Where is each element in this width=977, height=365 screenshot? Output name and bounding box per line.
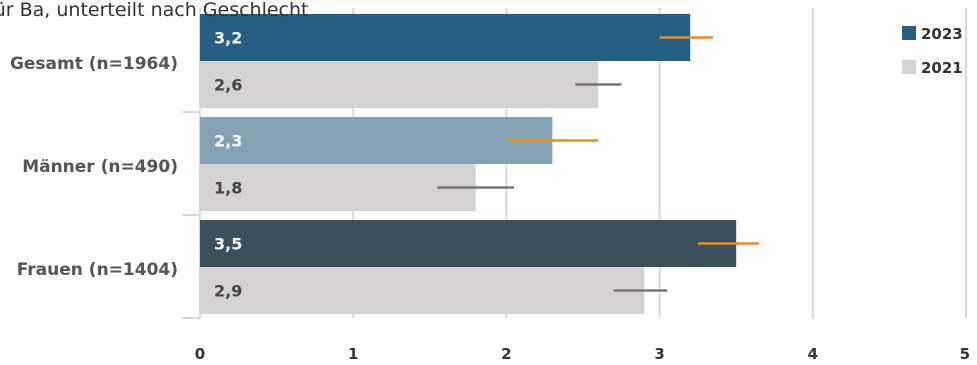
x-tick-label: 2 — [501, 345, 511, 363]
legend-label: 2023 — [921, 25, 963, 43]
bar-value-label: 1,8 — [214, 179, 242, 198]
x-tick-label: 0 — [195, 345, 205, 363]
category-labels: Gesamt (n=1964) Männer (n=490) Frauen (n=1… — [10, 54, 178, 280]
bar — [200, 220, 737, 267]
x-tick-label: 3 — [654, 345, 664, 363]
category-label: Gesamt (n=1964) — [10, 54, 178, 74]
legend-swatch — [902, 60, 916, 74]
x-tick-label: 1 — [348, 345, 358, 363]
bar — [200, 61, 599, 108]
bar — [200, 164, 476, 211]
x-tick-label: 5 — [960, 345, 970, 363]
bar-value-label: 3,5 — [214, 235, 242, 254]
legend-swatch — [902, 26, 916, 40]
category-label: Männer (n=490) — [22, 157, 178, 177]
x-tick-label: 4 — [808, 345, 818, 363]
bars: 3,2 2,6 2,3 1,8 3,5 2,9 — [200, 14, 737, 314]
legend: 2023 2021 — [902, 25, 963, 77]
bar — [200, 117, 553, 164]
bar-value-label: 2,9 — [214, 282, 242, 301]
bar-value-label: 3,2 — [214, 29, 242, 48]
legend-label: 2021 — [921, 59, 963, 77]
x-axis-tick-labels: 0 1 2 3 4 5 — [195, 345, 970, 363]
bar — [200, 14, 691, 61]
error-bars — [437, 36, 760, 292]
bar-value-label: 2,3 — [214, 132, 242, 151]
category-label: Frauen (n=1404) — [17, 260, 178, 280]
bar-value-label: 2,6 — [214, 76, 242, 95]
chart-title: gn: Ausgaben für Ba, unterteilt nach Ges… — [0, 0, 309, 21]
bar — [200, 267, 645, 314]
